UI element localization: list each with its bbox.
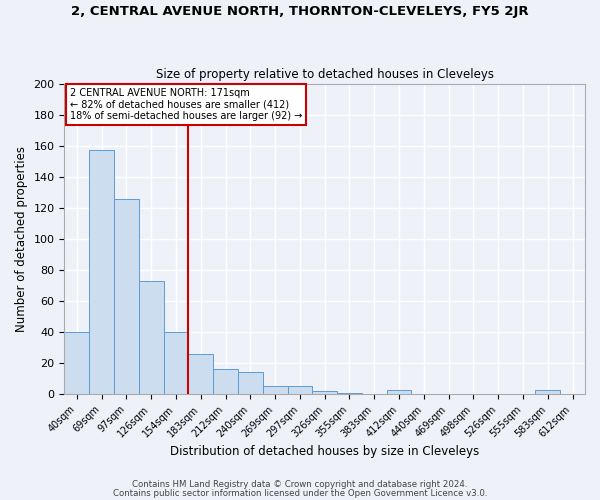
Title: Size of property relative to detached houses in Cleveleys: Size of property relative to detached ho… bbox=[156, 68, 494, 81]
Text: Contains public sector information licensed under the Open Government Licence v3: Contains public sector information licen… bbox=[113, 490, 487, 498]
Bar bbox=[535, 390, 560, 394]
X-axis label: Distribution of detached houses by size in Cleveleys: Distribution of detached houses by size … bbox=[170, 444, 479, 458]
Bar bbox=[337, 392, 362, 394]
Text: Contains HM Land Registry data © Crown copyright and database right 2024.: Contains HM Land Registry data © Crown c… bbox=[132, 480, 468, 489]
Bar bbox=[313, 391, 337, 394]
Bar bbox=[386, 390, 412, 394]
Text: 2, CENTRAL AVENUE NORTH, THORNTON-CLEVELEYS, FY5 2JR: 2, CENTRAL AVENUE NORTH, THORNTON-CLEVEL… bbox=[71, 5, 529, 18]
Text: 2 CENTRAL AVENUE NORTH: 171sqm
← 82% of detached houses are smaller (412)
18% of: 2 CENTRAL AVENUE NORTH: 171sqm ← 82% of … bbox=[70, 88, 302, 122]
Bar bbox=[238, 372, 263, 394]
Bar bbox=[139, 281, 164, 394]
Bar bbox=[287, 386, 313, 394]
Bar bbox=[188, 354, 213, 394]
Bar bbox=[263, 386, 287, 394]
Bar bbox=[164, 332, 188, 394]
Bar bbox=[89, 150, 114, 394]
Bar bbox=[64, 332, 89, 394]
Bar bbox=[213, 370, 238, 394]
Y-axis label: Number of detached properties: Number of detached properties bbox=[15, 146, 28, 332]
Bar bbox=[114, 198, 139, 394]
